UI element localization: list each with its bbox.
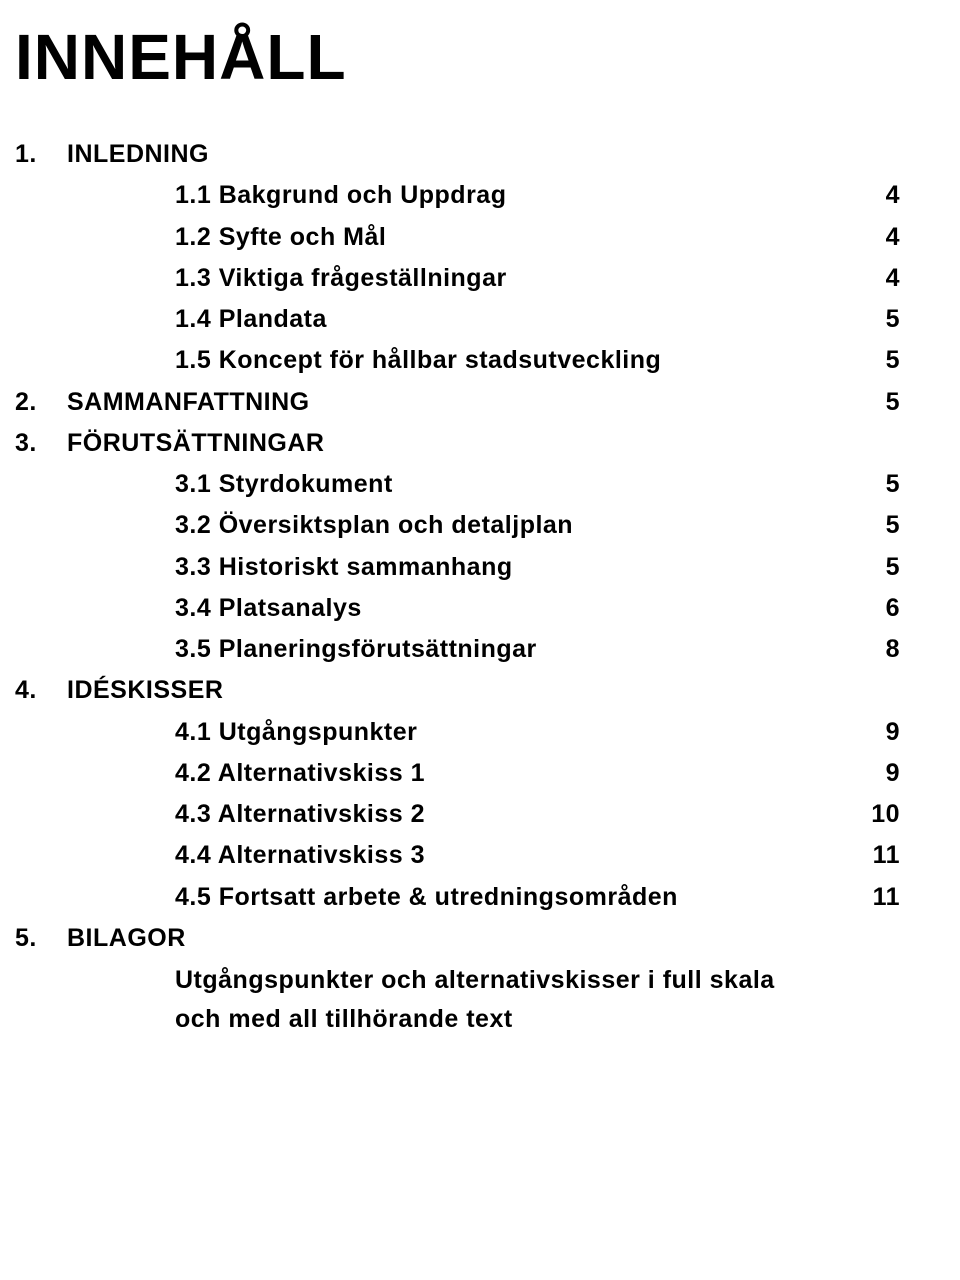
toc-sub-label: 4.2 Alternativskiss 1 <box>67 753 840 794</box>
toc-sub-row: 4.5 Fortsatt arbete & utredningsområden1… <box>15 877 900 918</box>
toc-sub-page: 4 <box>840 258 900 299</box>
toc-sub-page: 8 <box>840 629 900 670</box>
toc-sub-label: 3.4 Platsanalys <box>67 588 840 629</box>
toc-section-row: 1.INLEDNING <box>15 134 900 175</box>
toc-section-label: SAMMANFATTNING <box>67 382 840 423</box>
toc-section-page: 5 <box>840 382 900 423</box>
toc-section-number: 4. <box>15 670 67 711</box>
toc-section-label: FÖRUTSÄTTNINGAR <box>67 423 840 464</box>
toc-sub-row: 3.4 Platsanalys6 <box>15 588 900 629</box>
toc-sub-label: 4.4 Alternativskiss 3 <box>67 835 840 876</box>
toc-sub-page: 5 <box>840 299 900 340</box>
toc-sub-label: 1.3 Viktiga frågeställningar <box>67 258 840 299</box>
toc-section-number: 3. <box>15 423 67 464</box>
toc-sub-label: 4.3 Alternativskiss 2 <box>67 794 840 835</box>
toc-section-row: 5.BILAGOR <box>15 918 900 959</box>
toc-sub-row: 3.2 Översiktsplan och detaljplan5 <box>15 505 900 546</box>
toc-section-number: 2. <box>15 382 67 423</box>
toc-section-label: INLEDNING <box>67 134 840 175</box>
toc-sub-label: 3.2 Översiktsplan och detaljplan <box>67 505 840 546</box>
toc-sub-label: 1.5 Koncept för hållbar stadsutveckling <box>67 340 840 381</box>
toc-sub-label: 1.1 Bakgrund och Uppdrag <box>67 175 840 216</box>
toc-sub-label: 3.5 Planeringsförutsättningar <box>67 629 840 670</box>
toc-sub-page: 11 <box>840 835 900 876</box>
toc-sub-page: 4 <box>840 175 900 216</box>
toc-sub-row: 3.3 Historiskt sammanhang5 <box>15 547 900 588</box>
toc-sub-row: 1.2 Syfte och Mål4 <box>15 217 900 258</box>
toc-sub-page: 5 <box>840 464 900 505</box>
toc-sub-label: 3.3 Historiskt sammanhang <box>67 547 840 588</box>
toc-sub-page: 9 <box>840 753 900 794</box>
toc-section-label: IDÉSKISSER <box>67 670 840 711</box>
toc-sub-row: 4.4 Alternativskiss 311 <box>15 835 900 876</box>
toc-section-row: 3.FÖRUTSÄTTNINGAR <box>15 423 900 464</box>
toc-note-line: och med all tillhörande text <box>15 1002 900 1037</box>
toc-note-line: Utgångspunkter och alternativskisser i f… <box>15 963 900 998</box>
toc-sub-page: 5 <box>840 547 900 588</box>
toc-sub-row: 1.3 Viktiga frågeställningar4 <box>15 258 900 299</box>
toc-section-row: 2.SAMMANFATTNING5 <box>15 382 900 423</box>
toc-sub-page: 11 <box>840 877 900 918</box>
toc-section-number: 5. <box>15 918 67 959</box>
toc-sub-label: 3.1 Styrdokument <box>67 464 840 505</box>
toc-sub-label: 4.5 Fortsatt arbete & utredningsområden <box>67 877 840 918</box>
toc-section-label: BILAGOR <box>67 918 840 959</box>
toc-sub-row: 1.5 Koncept för hållbar stadsutveckling5 <box>15 340 900 381</box>
toc-sub-page: 9 <box>840 712 900 753</box>
toc-sub-row: 3.5 Planeringsförutsättningar8 <box>15 629 900 670</box>
toc-sub-page: 6 <box>840 588 900 629</box>
toc-sub-row: 3.1 Styrdokument5 <box>15 464 900 505</box>
toc-sub-page: 5 <box>840 505 900 546</box>
toc-sub-label: 1.2 Syfte och Mål <box>67 217 840 258</box>
toc-sub-row: 1.1 Bakgrund och Uppdrag4 <box>15 175 900 216</box>
toc-sub-row: 4.3 Alternativskiss 210 <box>15 794 900 835</box>
toc-section-row: 4.IDÉSKISSER <box>15 670 900 711</box>
toc-sub-label: 1.4 Plandata <box>67 299 840 340</box>
table-of-contents: 1.INLEDNING1.1 Bakgrund och Uppdrag41.2 … <box>15 134 900 1037</box>
toc-sub-page: 5 <box>840 340 900 381</box>
toc-sub-row: 1.4 Plandata5 <box>15 299 900 340</box>
toc-sub-label: 4.1 Utgångspunkter <box>67 712 840 753</box>
toc-section-number: 1. <box>15 134 67 175</box>
toc-sub-page: 10 <box>840 794 900 835</box>
toc-sub-page: 4 <box>840 217 900 258</box>
toc-sub-row: 4.1 Utgångspunkter9 <box>15 712 900 753</box>
toc-sub-row: 4.2 Alternativskiss 19 <box>15 753 900 794</box>
page-title: INNEHÅLL <box>15 20 900 94</box>
